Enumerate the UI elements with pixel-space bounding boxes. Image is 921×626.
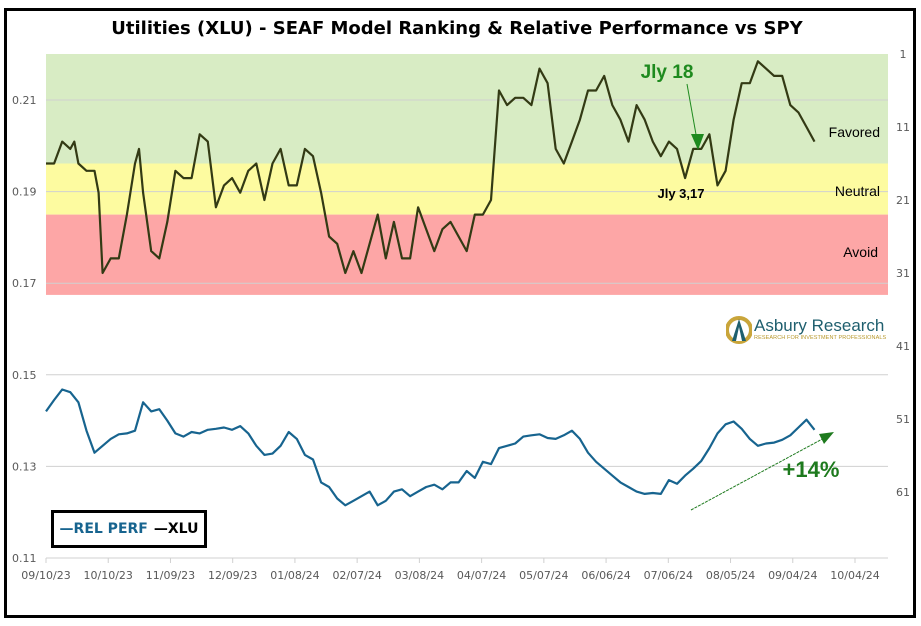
legend-item-rel-perf: —REL PERF (59, 521, 148, 537)
zone-band-favored (46, 54, 888, 164)
y-left-tick-label: 0.15 (12, 369, 37, 382)
annotation-jly18: Jly 18 (641, 62, 694, 83)
asbury-research-logo: Asbury Research RESEARCH FOR INVESTMENT … (726, 316, 886, 346)
chart-title: Utilities (XLU) - SEAF Model Ranking & R… (111, 18, 803, 39)
y-right-tick-label: 11 (896, 121, 910, 134)
annotation-pct-arrowhead (819, 432, 834, 444)
zone-band-neutral (46, 163, 888, 215)
zone-label-avoid: Avoid (843, 244, 878, 260)
y-right-tick-label: 21 (896, 194, 910, 207)
x-tick-label: 09/04/24 (768, 569, 817, 582)
y-left-tick-label: 0.17 (12, 277, 37, 290)
logo-tagline: RESEARCH FOR INVESTMENT PROFESSIONALS (754, 335, 887, 341)
chart-legend: —REL PERF —XLU (51, 510, 207, 548)
x-tick-label: 11/09/23 (146, 569, 195, 582)
x-tick-label: 04/07/24 (457, 569, 506, 582)
y-left-tick-label: 0.11 (12, 552, 37, 565)
x-tick-label: 07/06/24 (644, 569, 693, 582)
y-right-tick-label: 51 (896, 413, 910, 426)
y-right-tick-label: 61 (896, 486, 910, 499)
y-right-tick-label: 1 (900, 48, 907, 61)
annotation-jly18-arrow-line (686, 83, 698, 141)
rel-perf-series-line (45, 388, 816, 507)
y-left-tick-label: 0.19 (12, 186, 37, 199)
y-right-tick-label: 41 (896, 340, 910, 353)
x-tick-label: 03/08/24 (395, 569, 444, 582)
logo-name: Asbury Research (754, 316, 885, 335)
annotation-jly18-arrowhead (691, 134, 704, 150)
zone-label-neutral: Neutral (835, 183, 880, 199)
legend-item-xlu: —XLU (153, 521, 199, 537)
y-left-tick-label: 0.13 (12, 460, 37, 473)
x-tick-label: 10/04/24 (830, 569, 879, 582)
annotation-jly3-17: Jly 3,17 (658, 186, 705, 201)
x-tick-label: 01/08/24 (270, 569, 319, 582)
zone-label-favored: Favored (829, 124, 880, 140)
annotation-pct-arrow-line (690, 436, 827, 511)
logo-mark-icon (726, 316, 752, 344)
annotation-pct: +14% (783, 457, 840, 482)
x-tick-label: 12/09/23 (208, 569, 257, 582)
y-right-tick-label: 31 (896, 267, 910, 280)
x-tick-label: 06/06/24 (581, 569, 630, 582)
x-tick-label: 05/07/24 (519, 569, 568, 582)
y-left-tick-label: 0.21 (12, 94, 37, 107)
x-tick-label: 10/10/23 (84, 569, 133, 582)
x-tick-label: 08/05/24 (706, 569, 755, 582)
xlu-series-line (46, 60, 816, 275)
zone-band-avoid (46, 214, 888, 295)
x-tick-label: 09/10/23 (21, 569, 70, 582)
x-tick-label: 02/07/24 (332, 569, 381, 582)
